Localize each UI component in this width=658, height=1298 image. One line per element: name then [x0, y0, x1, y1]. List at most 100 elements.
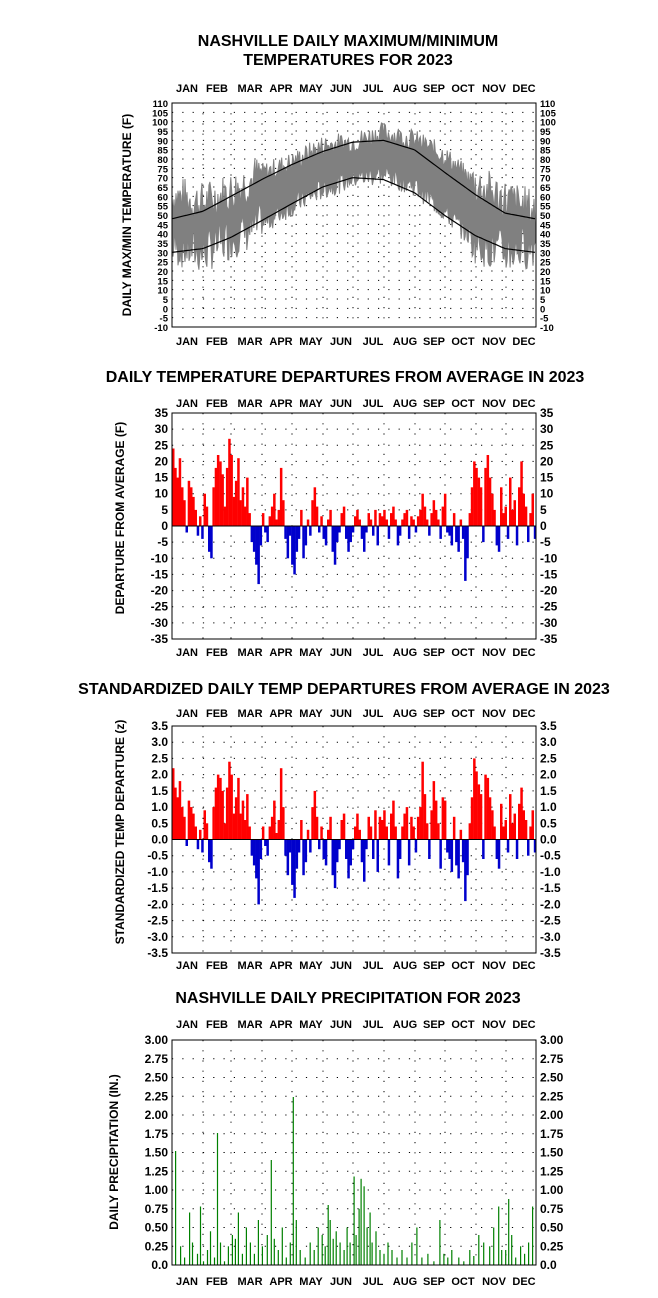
departure-bar [252, 839, 256, 866]
departure-bar [484, 467, 487, 526]
departure-bar [199, 516, 202, 526]
month-label-top-jul: JUL [363, 83, 384, 95]
precip-bar [458, 1257, 460, 1265]
precip-bar [317, 1227, 319, 1265]
y-tick-left: 40 [157, 230, 168, 241]
y-tick-left: 1.00 [145, 1183, 169, 1197]
departure-bar [241, 487, 245, 526]
departure-bar [243, 506, 247, 526]
y-tick-left: 0.50 [145, 1221, 169, 1235]
precip-bar [295, 1220, 297, 1265]
departure-bar [264, 526, 267, 533]
month-label-top-nov: NOV [482, 83, 507, 95]
departure-bar [446, 839, 449, 853]
precip-bar [299, 1250, 301, 1265]
departure-bar [398, 526, 402, 536]
departure-bar [430, 810, 433, 840]
normal-low-line [171, 177, 536, 253]
precip-bar [270, 1160, 272, 1265]
month-label-bottom-jun: JUN [330, 1276, 352, 1288]
y-tick-left: 10 [155, 487, 169, 501]
month-label-top-aug: AUG [393, 708, 417, 720]
departure-bar [509, 477, 512, 526]
precip-bar [209, 1231, 212, 1266]
departure-bar [354, 516, 357, 526]
departure-bar [232, 813, 236, 840]
precip-bar [379, 1250, 381, 1265]
month-label-bottom-nov: NOV [482, 960, 507, 972]
y-tick-right: 40 [540, 230, 551, 241]
precip-bar [273, 1238, 275, 1266]
precip-bar [227, 1246, 229, 1266]
departure-bar [529, 826, 532, 840]
y-tick-right: 3.00 [540, 1033, 564, 1047]
departure-bar [340, 820, 343, 840]
y-tick-right: 3.0 [540, 735, 557, 749]
month-label-top-oct: OCT [451, 708, 475, 720]
month-label-bottom-dec: DEC [512, 647, 535, 659]
departure-bar [488, 797, 492, 840]
departure-bar [214, 467, 218, 526]
departure-bar [309, 526, 312, 536]
departure-bar [221, 474, 224, 526]
y-tick-right: 35 [540, 406, 554, 420]
y-tick-left: 65 [157, 183, 168, 194]
month-label-bottom-dec: DEC [512, 960, 535, 972]
y-tick-right: 95 [540, 127, 551, 138]
departure-bar [192, 496, 195, 526]
standardized-y-axis-label: STANDARDIZED TEMP DEPARTURE (z) [113, 720, 127, 945]
departure-bar [243, 820, 247, 840]
departure-bar [482, 526, 485, 543]
departure-bar [500, 803, 503, 840]
departure-bar [306, 829, 310, 840]
y-tick-right: 35 [540, 239, 551, 250]
precip-bar [289, 1242, 291, 1265]
precip-bar [501, 1250, 503, 1265]
departure-bar [479, 487, 483, 526]
precipitation-y-axis-label: DAILY PRECIPITATION (IN.) [107, 1074, 121, 1230]
y-tick-left: 25 [155, 438, 169, 452]
month-label-top-dec: DEC [512, 1019, 535, 1031]
precip-bar [343, 1250, 345, 1265]
departure-bar [376, 839, 379, 872]
departure-bar [349, 839, 352, 866]
departure-bar [293, 526, 296, 575]
departure-bar [181, 487, 184, 526]
standardized-bars [172, 758, 537, 905]
departure-bar [315, 506, 319, 526]
departure-bar [477, 477, 481, 526]
departure-bar [529, 513, 532, 526]
departure-bar [237, 458, 240, 526]
month-label-bottom-jan: JAN [176, 960, 198, 972]
precip-bar [346, 1227, 348, 1265]
month-label-bottom-sep: SEP [423, 336, 445, 348]
departure-bar [461, 839, 465, 863]
departures-month-labels-top: JAN FEB MAR APR MAY JUN JUL AUG SEP OCT NOV DEC [176, 398, 536, 410]
departure-bar [392, 800, 395, 840]
month-label-bottom-aug: AUG [393, 960, 417, 972]
departures-title: DAILY TEMPERATURE DEPARTURES FROM AVERAG… [106, 369, 585, 386]
departure-bar [327, 519, 330, 526]
departure-bar [324, 526, 328, 546]
departure-bar [506, 839, 510, 853]
departure-bar [342, 506, 346, 526]
y-tick-left: 35 [157, 239, 168, 250]
y-tick-right: 30 [540, 248, 551, 259]
y-tick-right: 0.25 [540, 1239, 564, 1253]
departure-bar [412, 826, 415, 840]
departure-bar [473, 758, 476, 840]
departure-bar [295, 839, 299, 869]
y-tick-right: 5 [540, 295, 546, 306]
standardized-title: STANDARDIZED DAILY TEMP DEPARTURES FROM … [78, 681, 610, 698]
departure-bar [284, 839, 287, 856]
departure-bar [443, 800, 447, 840]
departure-bar [315, 816, 319, 840]
departure-bar [392, 506, 395, 526]
y-tick-right: 25 [540, 438, 554, 452]
departure-bar [194, 509, 197, 526]
departure-bar [297, 839, 301, 853]
departure-bar [223, 506, 227, 526]
departure-bar [513, 500, 516, 526]
departure-bar [387, 526, 391, 539]
